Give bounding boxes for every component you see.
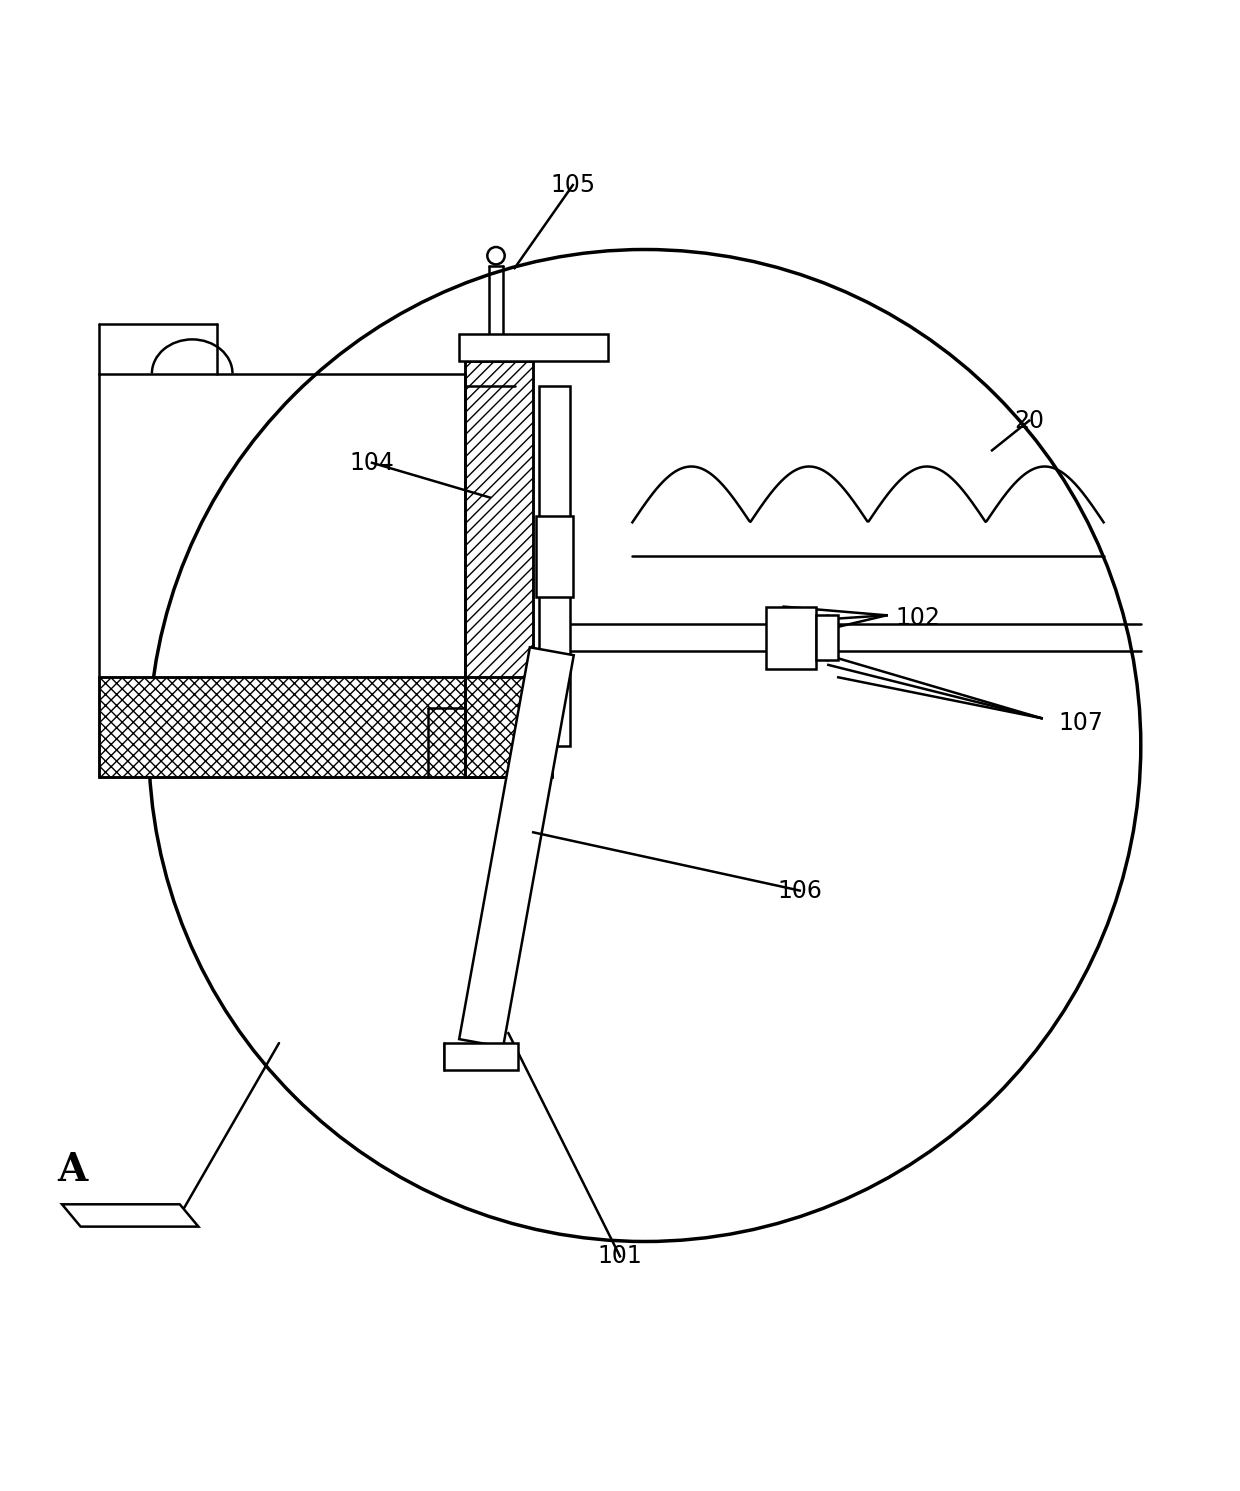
Bar [766, 607, 816, 668]
Bar [816, 616, 838, 661]
Bar [459, 334, 608, 361]
Text: 106: 106 [777, 878, 822, 902]
Polygon shape [459, 647, 574, 1047]
Bar [444, 1044, 518, 1071]
Text: 20: 20 [1014, 409, 1044, 432]
Text: 105: 105 [551, 173, 595, 197]
Text: A: A [57, 1151, 87, 1188]
Text: 107: 107 [1059, 711, 1104, 735]
Polygon shape [465, 677, 552, 777]
Polygon shape [62, 1205, 198, 1227]
Text: 104: 104 [350, 450, 394, 474]
Polygon shape [99, 677, 465, 777]
Text: 102: 102 [895, 605, 940, 629]
Polygon shape [465, 361, 533, 777]
Bar [539, 386, 570, 746]
Text: 101: 101 [598, 1245, 642, 1269]
Bar [536, 516, 573, 596]
